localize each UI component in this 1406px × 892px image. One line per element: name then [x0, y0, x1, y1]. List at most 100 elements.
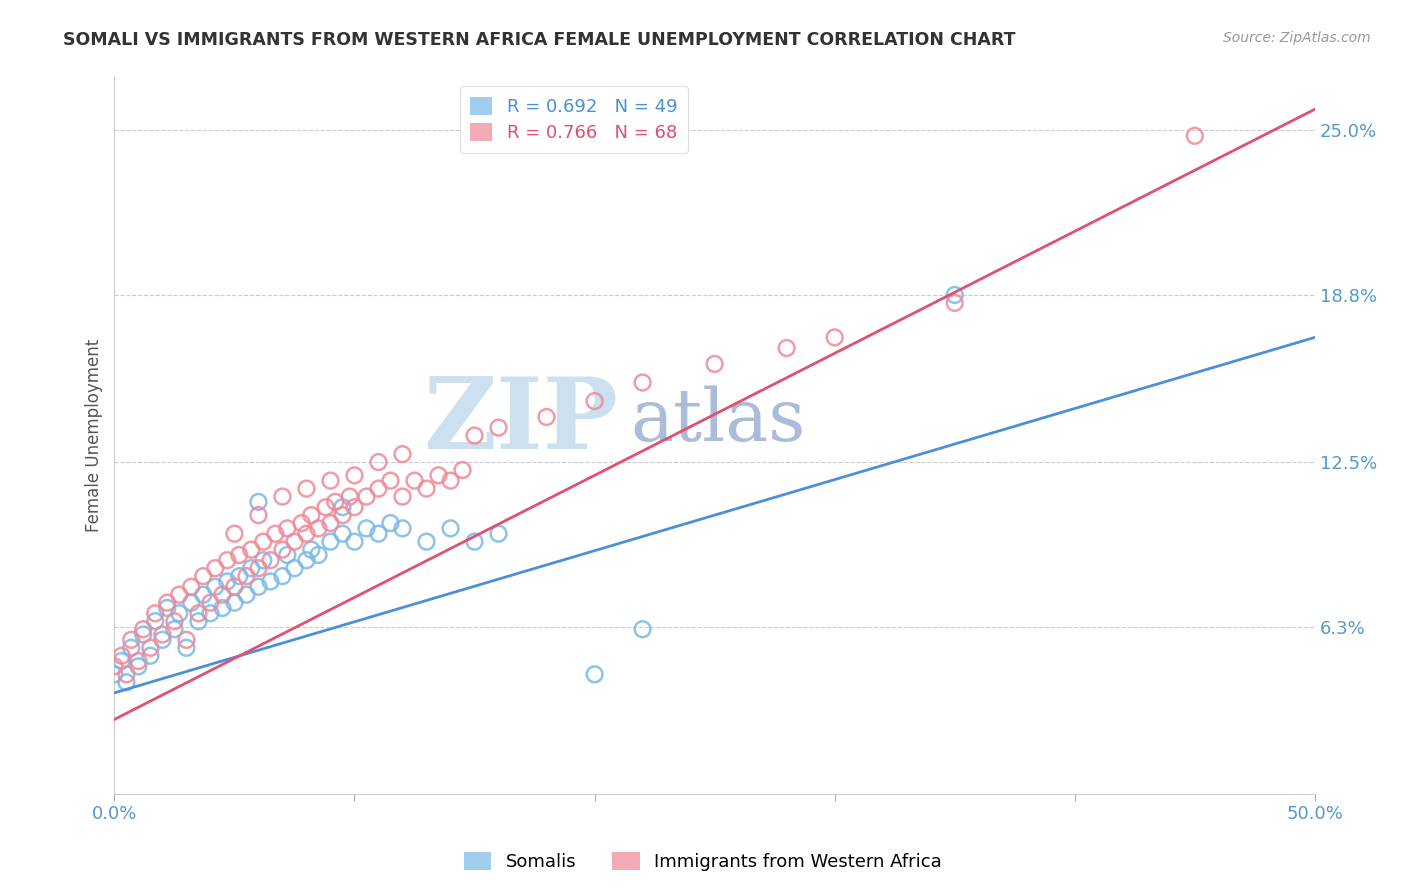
Point [187, 607, 209, 621]
Point [235, 569, 257, 583]
Point [264, 526, 287, 541]
Point [427, 468, 450, 483]
Point [132, 622, 155, 636]
Point [380, 474, 402, 488]
Point [180, 596, 202, 610]
Point [143, 607, 166, 621]
Point [332, 508, 354, 523]
Point [276, 548, 298, 562]
Point [211, 601, 233, 615]
Point [631, 376, 654, 390]
Point [391, 447, 413, 461]
Point [404, 474, 426, 488]
Point [167, 607, 190, 621]
Point [271, 542, 294, 557]
Point [295, 526, 318, 541]
Point [703, 357, 725, 371]
Point [332, 500, 354, 515]
Point [120, 640, 142, 655]
Point [247, 495, 270, 509]
Point [583, 394, 606, 409]
Point [200, 607, 222, 621]
Point [247, 580, 270, 594]
Point [415, 534, 437, 549]
Point [139, 648, 162, 663]
Point [259, 574, 281, 589]
Text: Source: ZipAtlas.com: Source: ZipAtlas.com [1223, 31, 1371, 45]
Point [252, 534, 274, 549]
Point [323, 495, 346, 509]
Point [163, 614, 186, 628]
Point [775, 341, 797, 355]
Point [1184, 128, 1206, 143]
Point [127, 654, 149, 668]
Point [488, 420, 510, 434]
Point [163, 622, 186, 636]
Point [211, 588, 233, 602]
Point [156, 596, 179, 610]
Point [356, 490, 378, 504]
Legend: Somalis, Immigrants from Western Africa: Somalis, Immigrants from Western Africa [457, 846, 949, 879]
Point [152, 632, 174, 647]
Legend: R = 0.692   N = 49, R = 0.766   N = 68: R = 0.692 N = 49, R = 0.766 N = 68 [460, 87, 688, 153]
Point [152, 627, 174, 641]
Point [252, 553, 274, 567]
Point [132, 627, 155, 641]
Text: atlas: atlas [630, 386, 806, 457]
Point [240, 561, 263, 575]
Point [536, 409, 558, 424]
Point [224, 596, 246, 610]
Point [115, 667, 138, 681]
Point [343, 468, 366, 483]
Point [295, 553, 318, 567]
Point [343, 534, 366, 549]
Point [115, 675, 138, 690]
Point [224, 526, 246, 541]
Point [156, 601, 179, 615]
Point [217, 553, 239, 567]
Point [415, 482, 437, 496]
Point [367, 455, 389, 469]
Point [271, 569, 294, 583]
Y-axis label: Female Unemployment: Female Unemployment [86, 339, 103, 533]
Point [339, 490, 361, 504]
Point [200, 596, 222, 610]
Point [343, 500, 366, 515]
Point [276, 521, 298, 535]
Point [308, 521, 330, 535]
Point [356, 521, 378, 535]
Point [271, 490, 294, 504]
Point [295, 482, 318, 496]
Point [259, 553, 281, 567]
Point [488, 526, 510, 541]
Point [332, 526, 354, 541]
Point [283, 534, 305, 549]
Point [299, 542, 322, 557]
Point [193, 569, 215, 583]
Point [228, 548, 250, 562]
Point [103, 659, 125, 673]
Point [247, 508, 270, 523]
Point [380, 516, 402, 530]
Point [299, 508, 322, 523]
Point [143, 614, 166, 628]
Point [180, 580, 202, 594]
Point [103, 667, 125, 681]
Point [315, 500, 337, 515]
Point [291, 516, 314, 530]
Point [235, 588, 257, 602]
Point [127, 659, 149, 673]
Point [439, 521, 461, 535]
Point [319, 534, 342, 549]
Point [319, 516, 342, 530]
Point [167, 588, 190, 602]
Point [583, 667, 606, 681]
Point [391, 490, 413, 504]
Point [240, 542, 263, 557]
Point [631, 622, 654, 636]
Point [451, 463, 474, 477]
Point [204, 580, 226, 594]
Point [283, 561, 305, 575]
Point [217, 574, 239, 589]
Point [464, 428, 486, 442]
